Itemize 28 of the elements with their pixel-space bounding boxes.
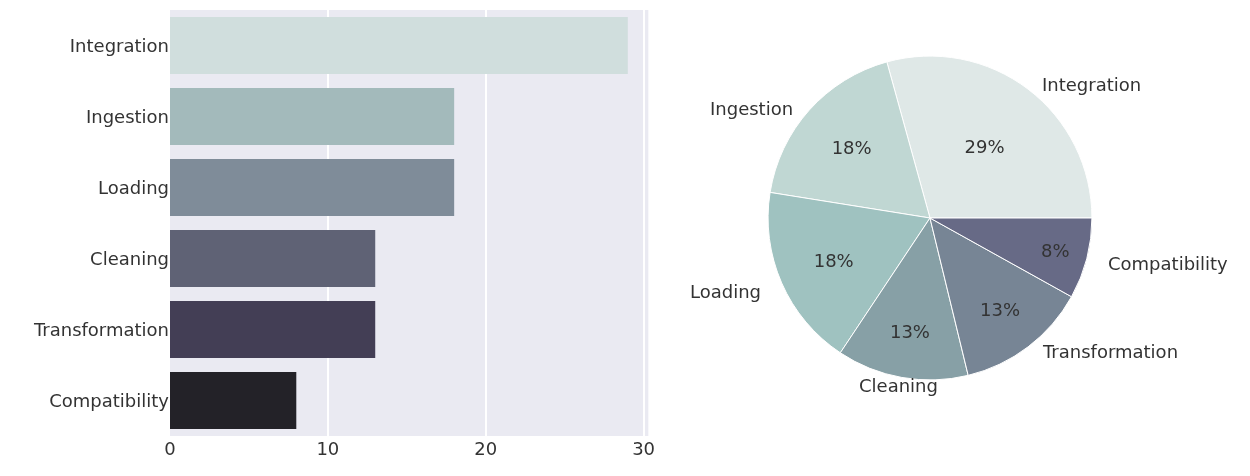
y-tick-label: Transformation <box>32 318 169 340</box>
bar <box>170 230 376 287</box>
data-label: 18% <box>831 137 872 159</box>
bar <box>170 301 376 358</box>
y-tick-label: Ingestion <box>85 105 169 127</box>
slice-label: Compatibility <box>1108 253 1229 274</box>
slice-label: Cleaning <box>859 375 938 396</box>
bar <box>170 159 455 216</box>
data-label: 13% <box>979 299 1021 321</box>
bar <box>170 17 628 74</box>
x-tick-label: 30 <box>632 438 656 459</box>
bar <box>170 372 297 429</box>
data-label: 18% <box>813 249 854 271</box>
data-label: 29% <box>964 135 1005 157</box>
x-tick-label: 10 <box>316 438 340 459</box>
slice-label: Loading <box>690 281 762 302</box>
y-tick-label: Cleaning <box>90 247 169 269</box>
data-label: 13% <box>889 321 930 343</box>
x-tick-label: 20 <box>474 438 498 459</box>
bar <box>170 88 455 145</box>
slice-label: Transformation <box>1042 341 1179 362</box>
slice-label: Integration <box>1042 74 1142 95</box>
y-tick-label: Loading <box>97 176 169 198</box>
y-tick-label: Compatibility <box>49 389 170 411</box>
data-label: 8% <box>1040 240 1070 262</box>
slice-label: Ingestion <box>710 98 794 119</box>
y-tick-label: Integration <box>69 34 169 56</box>
x-tick-label: 0 <box>164 438 176 459</box>
